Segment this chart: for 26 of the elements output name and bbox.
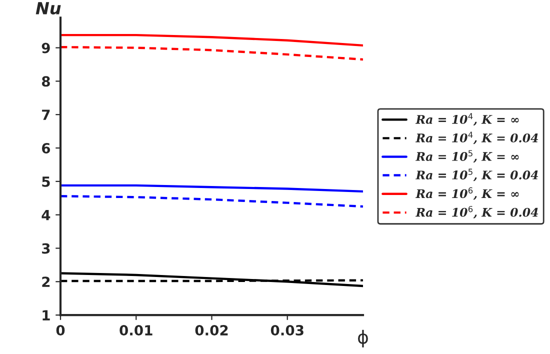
legend-label: Ra = 10$^{5}$, K = ∞ bbox=[415, 150, 519, 163]
y-tick-label: 3 bbox=[42, 243, 50, 254]
y-tick-label: 2 bbox=[42, 276, 50, 287]
x-axis-title: ϕ bbox=[358, 330, 368, 348]
x-tick-label: 0 bbox=[56, 325, 65, 336]
y-tick-label: 7 bbox=[42, 110, 50, 120]
line-series bbox=[60, 272, 363, 288]
legend-label: Ra = 10$^{4}$, K = ∞ bbox=[415, 113, 519, 126]
y-tick-label: 4 bbox=[42, 210, 50, 220]
y-tick-label: 6 bbox=[42, 142, 50, 154]
legend-label: Ra = 10$^{5}$, K = 0.04 bbox=[415, 168, 538, 182]
legend-label: Ra = 10$^{6}$, K = 0.04 bbox=[415, 206, 538, 219]
y-tick-label: 1 bbox=[42, 310, 50, 320]
y-tick-label: 9 bbox=[42, 42, 50, 54]
x-tick-label: 0.01 bbox=[120, 325, 152, 336]
line-series bbox=[60, 195, 363, 208]
y-axis-title: Nu bbox=[36, 2, 61, 14]
legend-label: Ra = 10$^{6}$, K = ∞ bbox=[415, 187, 519, 200]
y-tick-label: 8 bbox=[42, 76, 50, 87]
line-series bbox=[60, 34, 363, 47]
y-tick-label: 5 bbox=[42, 176, 50, 187]
x-tick-label: 0.03 bbox=[270, 325, 304, 336]
line-series bbox=[60, 184, 363, 193]
legend-label: Ra = 10$^{4}$, K = 0.04 bbox=[415, 132, 538, 144]
line-series bbox=[60, 46, 363, 61]
x-tick-label: 0.02 bbox=[195, 325, 228, 336]
